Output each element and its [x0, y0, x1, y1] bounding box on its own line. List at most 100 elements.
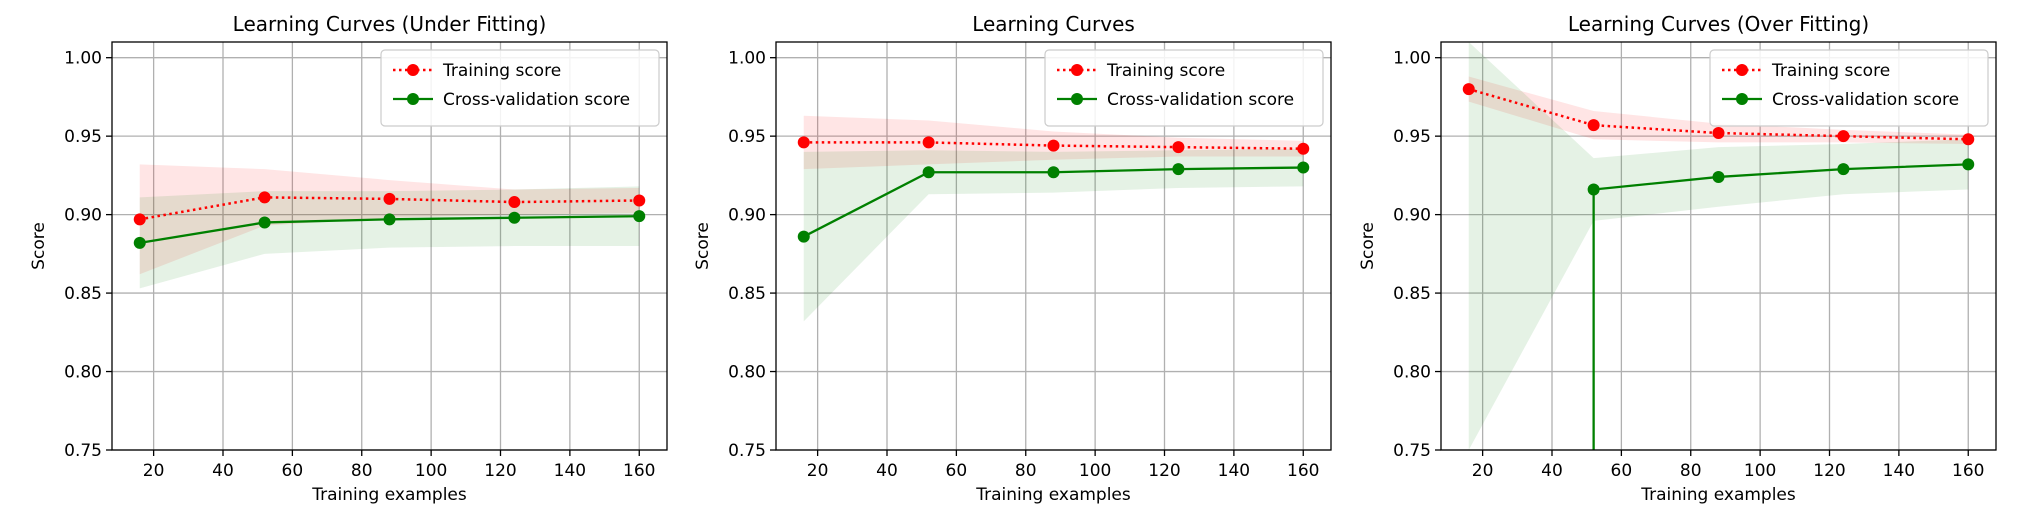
x-tick-label: 20	[807, 461, 829, 481]
y-tick-label: 0.85	[728, 284, 766, 304]
data-point-training	[133, 213, 146, 226]
y-axis-label: Score	[29, 222, 49, 270]
legend: Training score Cross-validation score	[1709, 49, 1989, 127]
y-axis-label: Score	[1358, 222, 1378, 270]
data-point-cross-validation	[258, 216, 271, 229]
legend: Training score Cross-validation score	[1044, 49, 1324, 127]
data-point-training	[633, 194, 646, 207]
x-tick-label: 160	[1287, 461, 1319, 481]
x-tick-label: 20	[143, 461, 165, 481]
data-point-cross-validation	[383, 213, 396, 226]
y-tick-label: 0.85	[64, 284, 102, 304]
data-point-training	[1962, 133, 1975, 146]
legend-box	[380, 49, 660, 127]
data-point-training	[1462, 83, 1475, 96]
y-tick-label: 0.90	[728, 206, 766, 226]
data-point-training	[508, 196, 521, 209]
x-tick-label: 80	[1680, 461, 1702, 481]
chart-title: Learning Curves (Over Fitting)	[1568, 12, 1869, 36]
y-tick-label: 0.95	[728, 127, 766, 147]
data-point-training	[922, 136, 935, 149]
x-tick-label: 80	[351, 461, 373, 481]
plot-content	[1462, 42, 1975, 450]
x-tick-label: 40	[1541, 461, 1563, 481]
x-tick-label: 40	[212, 461, 234, 481]
x-tick-label: 140	[554, 461, 586, 481]
data-point-training	[797, 136, 810, 149]
y-tick-label: 0.75	[64, 441, 102, 461]
legend-label: Cross-validation score	[1107, 90, 1294, 110]
data-point-training	[1172, 141, 1185, 154]
y-tick-label: 0.95	[1393, 127, 1431, 147]
x-tick-label: 140	[1218, 461, 1250, 481]
chart-panel-2: 20 40 60 80 100 120 140 160 0.75 0.80 0.85 0.90 0.95…	[693, 12, 1332, 505]
y-tick-label: 0.80	[728, 363, 766, 383]
x-tick-label: 60	[946, 461, 968, 481]
chart-panel-3: 20 40 60 80 100 120 140 160 0.75 0.80 0.85 0.90 0.95…	[1358, 12, 1997, 505]
data-point-cross-validation	[922, 166, 935, 179]
y-tick-label: 1.00	[64, 49, 102, 69]
legend-box	[1709, 49, 1989, 127]
legend-marker	[1736, 93, 1748, 105]
x-tick-label: 60	[1611, 461, 1633, 481]
x-tick-label: 100	[1079, 461, 1111, 481]
y-tick-label: 0.80	[64, 363, 102, 383]
plot-frame	[111, 41, 668, 451]
chart-title: Learning Curves (Under Fitting)	[233, 12, 547, 36]
data-point-training	[1712, 127, 1725, 140]
legend-marker	[1736, 64, 1748, 76]
legend: Training score Cross-validation score	[380, 49, 660, 127]
data-point-cross-validation	[1297, 161, 1310, 174]
x-tick-label: 60	[282, 461, 304, 481]
legend-marker	[1071, 64, 1083, 76]
y-tick-label: 1.00	[1393, 49, 1431, 69]
y-tick-label: 1.00	[728, 49, 766, 69]
data-point-cross-validation	[797, 230, 810, 243]
x-tick-label: 120	[1148, 461, 1180, 481]
band-cross-validation	[1468, 42, 1969, 450]
y-tick-label: 0.80	[1393, 363, 1431, 383]
band-cross-validation	[803, 148, 1304, 322]
plot-content	[133, 164, 646, 289]
y-tick-label: 0.75	[728, 441, 766, 461]
data-point-cross-validation	[1172, 163, 1185, 176]
x-tick-label: 120	[484, 461, 516, 481]
series-line-training	[139, 196, 640, 221]
data-point-cross-validation	[1837, 163, 1850, 176]
legend-marker	[407, 64, 419, 76]
data-point-cross-validation	[1962, 158, 1975, 171]
chart-panel-1: 20 40 60 80 100 120 140 160 0.75 0.80 0.85 0.90 0.95…	[29, 12, 668, 505]
data-point-training	[1587, 119, 1600, 132]
data-point-training	[258, 191, 271, 204]
plot-frame	[775, 41, 1332, 451]
legend-label: Training score	[442, 61, 561, 81]
legend-label: Training score	[1771, 61, 1890, 81]
x-axis-label: Training examples	[1640, 485, 1796, 505]
data-point-cross-validation	[633, 210, 646, 223]
x-tick-label: 80	[1015, 461, 1037, 481]
x-tick-label: 120	[1813, 461, 1845, 481]
y-tick-label: 0.95	[64, 127, 102, 147]
chart-title: Learning Curves	[972, 12, 1135, 36]
y-tick-label: 0.75	[1393, 441, 1431, 461]
data-point-training	[383, 192, 396, 205]
x-tick-label: 140	[1883, 461, 1915, 481]
data-point-cross-validation	[133, 236, 146, 249]
x-tick-label: 40	[876, 461, 898, 481]
legend-label: Training score	[1106, 61, 1225, 81]
data-point-cross-validation	[1047, 166, 1060, 179]
x-axis-label: Training examples	[311, 485, 467, 505]
x-tick-label: 100	[415, 461, 447, 481]
y-axis-label: Score	[693, 222, 713, 270]
y-tick-label: 0.90	[1393, 206, 1431, 226]
x-axis-label: Training examples	[975, 485, 1131, 505]
legend-marker	[407, 93, 419, 105]
y-tick-label: 0.90	[64, 206, 102, 226]
data-point-cross-validation	[1712, 170, 1725, 183]
plot-frame	[1440, 41, 1997, 451]
x-tick-label: 160	[1952, 461, 1984, 481]
legend-marker	[1071, 93, 1083, 105]
legend-label: Cross-validation score	[1772, 90, 1959, 110]
series-line-training	[803, 141, 1304, 150]
